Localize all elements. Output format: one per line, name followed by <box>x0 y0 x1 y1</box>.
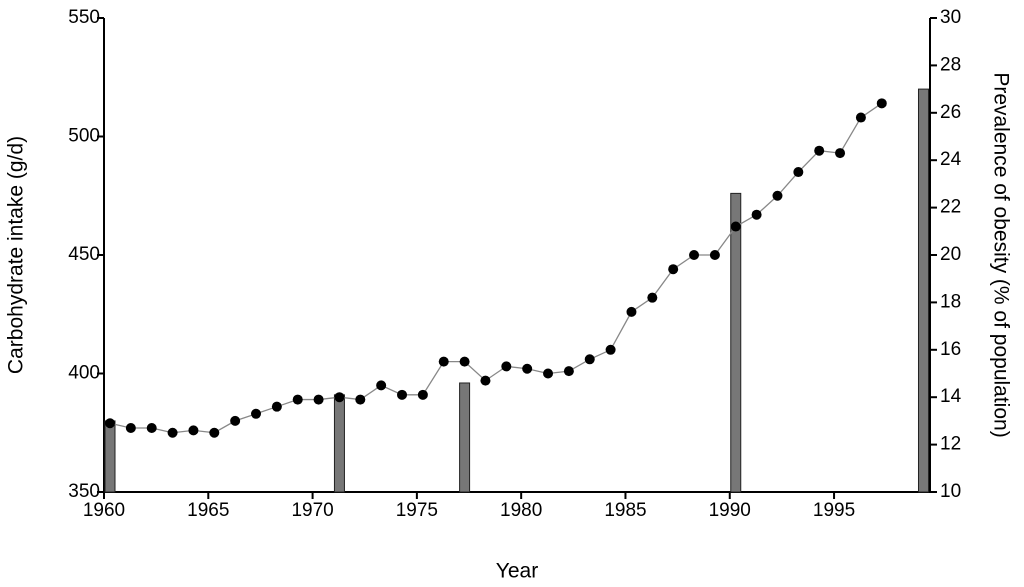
y2-axis-title: Prevalence of obesity (% of population) <box>989 72 1012 437</box>
point <box>105 418 115 429</box>
point <box>543 368 554 379</box>
x-tick-label: 1980 <box>500 500 542 521</box>
point <box>835 148 846 159</box>
point <box>438 356 449 367</box>
point <box>146 423 157 434</box>
y-tick-label: 550 <box>68 7 100 28</box>
point <box>563 366 574 377</box>
y2-tick-label: 30 <box>940 7 961 28</box>
point <box>855 112 866 123</box>
point <box>188 425 199 436</box>
point <box>230 415 241 426</box>
y2-tick-label: 16 <box>940 339 961 360</box>
y-tick-label: 450 <box>68 244 100 265</box>
point <box>355 394 366 405</box>
y2-tick-label: 14 <box>940 386 962 407</box>
point <box>522 363 533 374</box>
y2-tick-label: 24 <box>940 149 962 170</box>
point <box>271 401 282 412</box>
x-tick-label: 1985 <box>604 500 646 521</box>
point <box>668 264 679 275</box>
x-tick-label: 1995 <box>813 500 855 521</box>
point <box>689 250 700 260</box>
point <box>209 427 220 438</box>
point <box>376 380 387 391</box>
bar <box>730 192 742 493</box>
point <box>397 389 408 400</box>
point <box>730 221 741 232</box>
bar <box>333 394 345 493</box>
point <box>772 190 783 201</box>
y2-tick-label: 22 <box>940 197 961 218</box>
bar <box>459 382 471 493</box>
y2-tick-label: 20 <box>940 244 961 265</box>
y2-tick-label: 26 <box>940 102 961 123</box>
point <box>334 392 345 403</box>
y2-tick-label: 18 <box>940 291 961 312</box>
point <box>647 292 658 303</box>
bar <box>917 88 929 493</box>
point <box>709 250 720 260</box>
point <box>167 427 178 438</box>
y-axis-title: Carbohydrate intake (g/d) <box>5 136 28 374</box>
y-tick-label: 400 <box>68 363 100 384</box>
point <box>793 167 804 178</box>
y2-tick-label: 12 <box>940 434 961 455</box>
x-axis-title: Year <box>496 560 538 583</box>
point <box>876 98 887 109</box>
y-tick-label: 500 <box>68 126 100 147</box>
point <box>501 361 512 372</box>
line <box>109 102 883 434</box>
point <box>251 408 262 419</box>
point <box>605 344 616 355</box>
point <box>814 145 825 156</box>
point <box>626 306 637 317</box>
point <box>125 423 136 434</box>
bar <box>104 420 116 493</box>
x-tick-label: 1975 <box>396 500 438 521</box>
y-tick-label: 350 <box>68 481 100 502</box>
point <box>417 389 428 400</box>
point <box>751 209 762 220</box>
point <box>459 356 470 367</box>
point <box>480 375 491 386</box>
x-tick-label: 1970 <box>291 500 333 521</box>
y2-tick-label: 28 <box>940 54 961 75</box>
x-tick-label: 1990 <box>709 500 751 521</box>
x-tick-label: 1960 <box>83 500 125 521</box>
point <box>313 394 324 405</box>
point <box>584 354 595 365</box>
x-tick-label: 1965 <box>187 500 229 521</box>
y2-tick-label: 10 <box>940 481 961 502</box>
point <box>292 394 303 405</box>
